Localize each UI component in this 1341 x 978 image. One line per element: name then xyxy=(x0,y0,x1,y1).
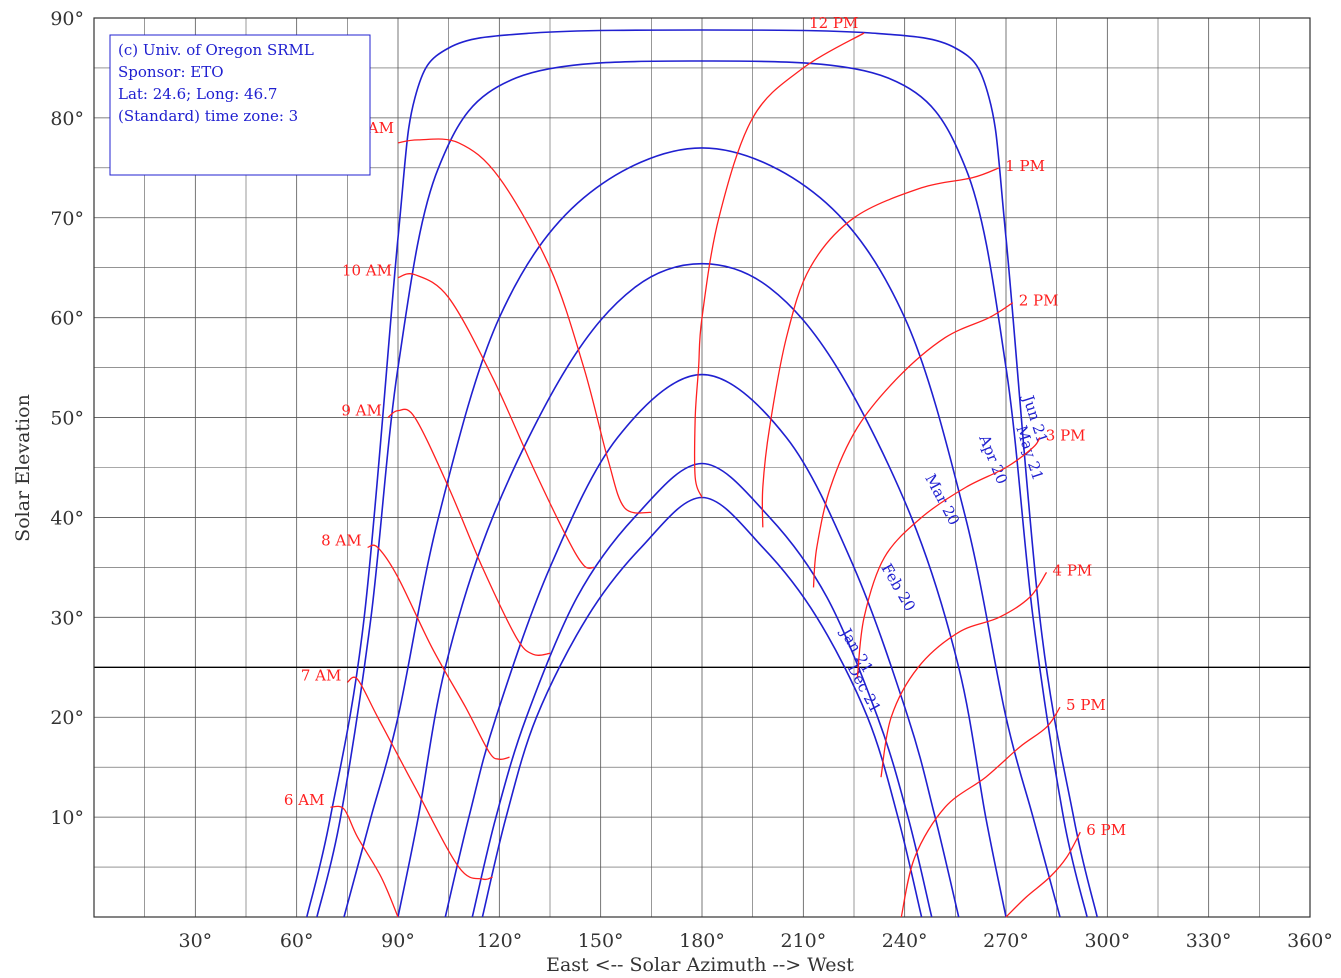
date-label: Feb 20 xyxy=(878,560,920,614)
date-path-may-21 xyxy=(316,60,1088,918)
y-tick-label: 50° xyxy=(50,408,84,430)
hour-label: 6 AM xyxy=(284,791,325,809)
x-tick-label: 90° xyxy=(381,930,415,952)
x-tick-label: 210° xyxy=(780,930,826,952)
y-tick-label: 90° xyxy=(50,8,84,30)
hour-line-1-pm xyxy=(761,167,1000,528)
date-path-apr-20 xyxy=(343,147,1061,918)
hour-label: 5 PM xyxy=(1066,696,1106,714)
hour-line-5-pm xyxy=(900,706,1061,918)
x-tick-label: 30° xyxy=(178,930,212,952)
grid xyxy=(93,17,1311,918)
x-axis-title: East <-- Solar Azimuth --> West xyxy=(546,954,854,976)
date-path-mar-20 xyxy=(397,262,1007,918)
hour-line-2-pm xyxy=(812,302,1014,588)
date-label: Mar 20 xyxy=(921,471,963,528)
y-tick-label: 20° xyxy=(50,707,84,729)
hour-line-7-am xyxy=(346,676,493,881)
hour-label: 8 AM xyxy=(321,531,362,549)
hour-line-12-pm xyxy=(693,32,865,498)
y-axis-title: Solar Elevation xyxy=(12,394,34,542)
hour-label: 3 PM xyxy=(1046,427,1086,445)
hour-label: 4 PM xyxy=(1053,561,1093,579)
axes: 30° 60° 90° 120° 150° 180° 210° 240° 270° 300° 330… xyxy=(50,8,1333,952)
y-tick-label: 60° xyxy=(50,308,84,330)
date-path-jun-21 xyxy=(306,29,1098,918)
hour-label: 12 PM xyxy=(809,14,858,32)
hour-line-10-am xyxy=(397,273,595,569)
credit-line-1: (c) Univ. of Oregon SRML xyxy=(118,41,314,59)
hour-label: 1 PM xyxy=(1005,157,1045,175)
hour-line-4-pm xyxy=(880,572,1048,778)
date-path-feb-20 xyxy=(444,373,960,918)
hour-label: 9 AM xyxy=(341,402,382,420)
credit-line-4: (Standard) time zone: 3 xyxy=(118,107,298,125)
y-tick-label: 70° xyxy=(50,208,84,230)
x-tick-label: 120° xyxy=(476,930,522,952)
hour-line-9-am xyxy=(387,408,551,656)
x-tick-label: 180° xyxy=(679,930,725,952)
x-tick-label: 60° xyxy=(280,930,314,952)
x-tick-label: 240° xyxy=(882,930,928,952)
date-path-jan-21 xyxy=(471,462,933,918)
credit-line-2: Sponsor: ETO xyxy=(118,63,224,81)
hour-line-3-pm xyxy=(856,437,1041,678)
x-tick-label: 270° xyxy=(983,930,1029,952)
credit-box-frame xyxy=(109,34,371,176)
x-tick-label: 300° xyxy=(1084,930,1130,952)
hour-line-6-am xyxy=(330,805,399,918)
hour-line-8-am xyxy=(367,544,510,761)
x-tick-label: 150° xyxy=(578,930,624,952)
y-tick-label: 10° xyxy=(50,807,84,829)
y-tick-label: 80° xyxy=(50,108,84,130)
hour-line-6-pm xyxy=(1005,831,1081,918)
hour-line-11-am xyxy=(397,138,652,514)
hour-label: 6 PM xyxy=(1086,821,1126,839)
hour-label: 10 AM xyxy=(342,262,392,280)
hour-label: 7 AM xyxy=(301,666,342,684)
x-tick-label: 330° xyxy=(1186,930,1232,952)
plot-frame xyxy=(93,17,1311,918)
y-tick-label: 40° xyxy=(50,507,84,529)
hour-label: 2 PM xyxy=(1019,292,1059,310)
credit-line-3: Lat: 24.6; Long: 46.7 xyxy=(118,85,277,103)
y-tick-label: 30° xyxy=(50,607,84,629)
x-tick-label: 360° xyxy=(1287,930,1333,952)
credit-box: (c) Univ. of Oregon SRML Sponsor: ETO La… xyxy=(109,34,371,176)
